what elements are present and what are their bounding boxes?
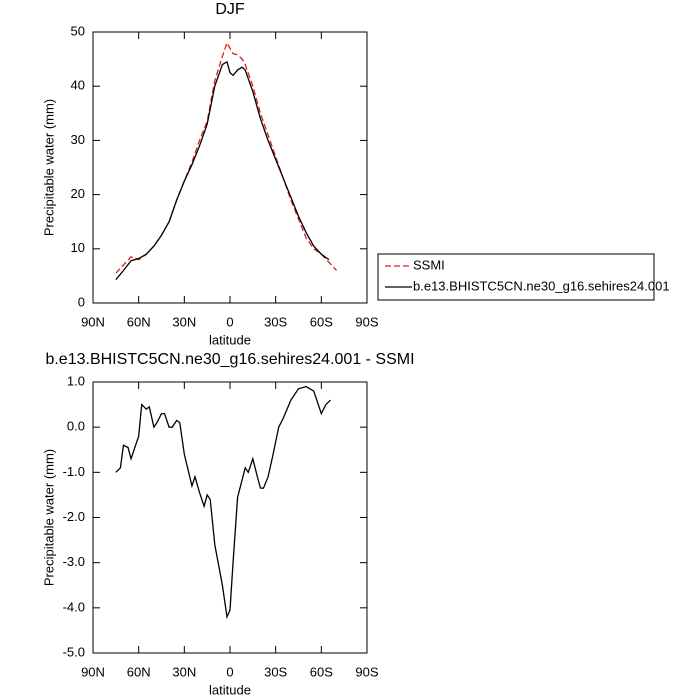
y-tick-label: -1.0 bbox=[63, 464, 85, 479]
y-tick-label: -5.0 bbox=[63, 644, 85, 659]
y-tick-label: 10 bbox=[71, 240, 85, 255]
x-tick-label: 30N bbox=[172, 314, 196, 329]
x-tick-label: 60S bbox=[310, 314, 333, 329]
y-axis-label: Precipitable water (mm) bbox=[41, 99, 56, 236]
x-tick-label: 90N bbox=[81, 314, 105, 329]
y-tick-label: 20 bbox=[71, 186, 85, 201]
x-axis-label: latitude bbox=[209, 332, 251, 347]
x-tick-label: 30S bbox=[264, 314, 287, 329]
legend-box bbox=[377, 253, 655, 301]
y-tick-label: -2.0 bbox=[63, 509, 85, 524]
x-tick-label: 90S bbox=[355, 664, 378, 679]
legend-label: b.e13.BHISTC5CN.ne30_g16.sehires24.001 bbox=[413, 278, 670, 293]
y-tick-label: 0 bbox=[78, 294, 85, 309]
x-tick-label: 60N bbox=[127, 314, 151, 329]
x-tick-label: 0 bbox=[226, 664, 233, 679]
plot-frame bbox=[92, 381, 368, 654]
x-tick-label: 90S bbox=[355, 314, 378, 329]
y-tick-label: 30 bbox=[71, 132, 85, 147]
y-tick-label: 1.0 bbox=[67, 373, 85, 388]
x-tick-label: 30S bbox=[264, 664, 287, 679]
y-tick-label: -3.0 bbox=[63, 554, 85, 569]
chart-title: DJF bbox=[215, 1, 245, 18]
chart-title: b.e13.BHISTC5CN.ne30_g16.sehires24.001 -… bbox=[45, 351, 414, 368]
y-tick-label: 0.0 bbox=[67, 419, 85, 434]
data-line bbox=[115, 60, 330, 281]
y-tick-label: -4.0 bbox=[63, 599, 85, 614]
y-tick-label: 50 bbox=[71, 23, 85, 38]
x-tick-label: 60N bbox=[127, 664, 151, 679]
x-tick-label: 0 bbox=[226, 314, 233, 329]
legend-label: SSMI bbox=[413, 257, 445, 272]
y-tick-label: 40 bbox=[71, 78, 85, 93]
data-line bbox=[115, 385, 331, 620]
x-tick-label: 90N bbox=[81, 664, 105, 679]
x-tick-label: 60S bbox=[310, 664, 333, 679]
y-axis-label: Precipitable water (mm) bbox=[41, 449, 56, 586]
data-line bbox=[115, 41, 338, 274]
x-tick-label: 30N bbox=[172, 664, 196, 679]
x-axis-label: latitude bbox=[209, 682, 251, 697]
